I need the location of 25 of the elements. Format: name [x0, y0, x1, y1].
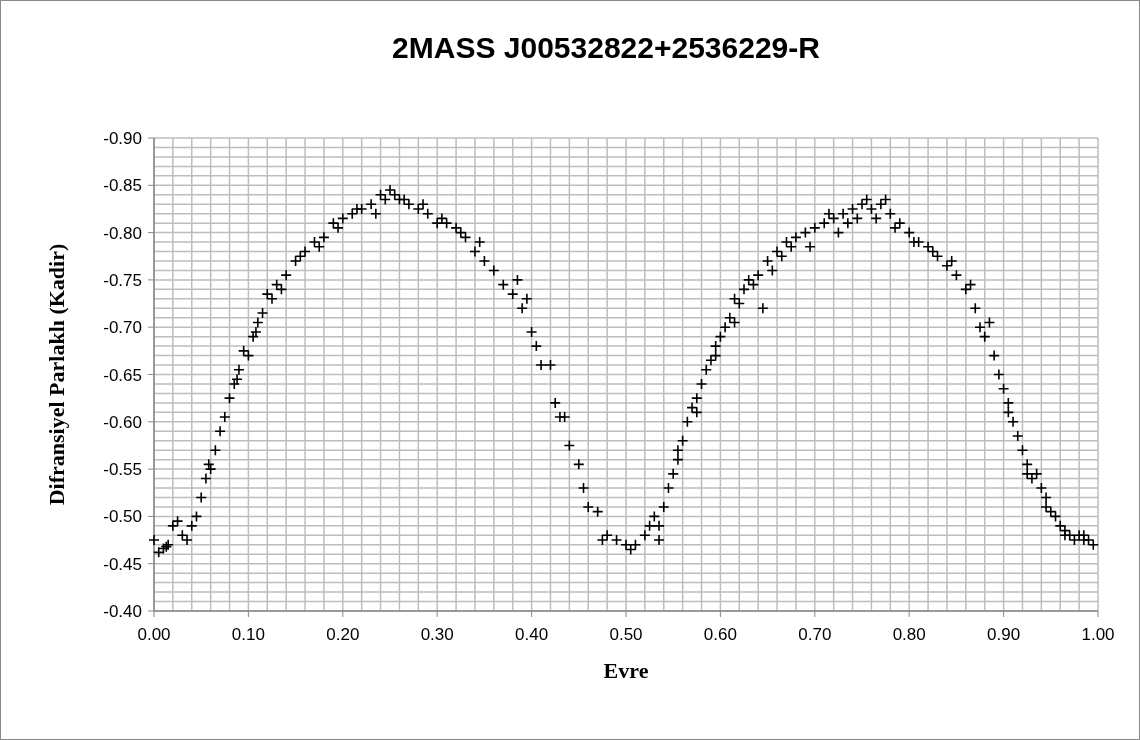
y-tick-label: -0.75 [103, 270, 142, 290]
x-tick-label: 0.60 [703, 625, 737, 644]
y-tick-label: -0.40 [103, 602, 142, 621]
x-tick-label: 0.30 [420, 625, 454, 644]
x-tick-label: 0.50 [609, 625, 643, 644]
x-tick-label: 0.40 [515, 625, 549, 644]
y-tick-label: -0.55 [103, 460, 142, 480]
x-tick-label: 0.10 [231, 625, 265, 644]
y-tick-label: -0.80 [103, 223, 142, 243]
x-tick-label: 0.90 [987, 625, 1021, 644]
x-axis-title: Evre [603, 658, 649, 683]
y-tick-label: -0.70 [103, 318, 142, 338]
y-tick-label: -0.65 [103, 365, 142, 385]
x-tick-label: 0.00 [137, 625, 171, 644]
y-tick-label: -0.60 [103, 412, 142, 432]
y-tick-label: -0.90 [103, 129, 142, 148]
x-tick-label: 0.70 [798, 625, 832, 644]
y-tick-label: -0.85 [103, 176, 142, 196]
x-tick-label: 1.00 [1081, 625, 1115, 644]
y-tick-label: -0.45 [103, 554, 142, 574]
y-axis-title: Difransiyel Parlaklı (Kadir) [44, 243, 69, 506]
y-tick-label: -0.50 [103, 507, 142, 527]
chart-title: 2MASS J00532822+2536229-R [392, 31, 821, 64]
x-tick-label: 0.20 [326, 625, 360, 644]
x-tick-label: 0.80 [892, 625, 926, 644]
